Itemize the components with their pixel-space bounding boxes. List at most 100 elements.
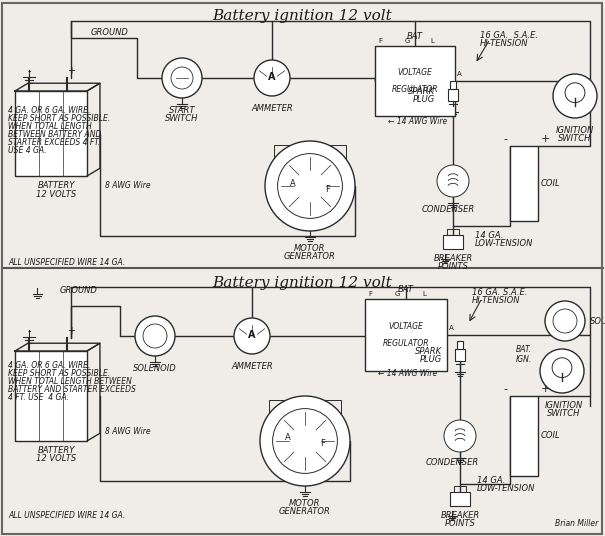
Circle shape	[552, 358, 572, 377]
Text: Battery ignition 12 volt: Battery ignition 12 volt	[212, 9, 392, 23]
Text: +: +	[67, 326, 75, 336]
Bar	[346, 181, 354, 191]
Text: A: A	[268, 72, 276, 82]
Text: A: A	[449, 325, 454, 331]
Text: POINTS: POINTS	[437, 262, 468, 271]
Text: REGULATOR: REGULATOR	[392, 85, 438, 94]
Bar	[365, 299, 447, 371]
Text: BATTERY: BATTERY	[38, 181, 74, 190]
Text: -: -	[28, 326, 31, 336]
Circle shape	[162, 58, 202, 98]
Text: BAT: BAT	[407, 32, 423, 41]
Text: ← 14 AWG Wire: ← 14 AWG Wire	[378, 369, 437, 378]
Bar	[443, 235, 463, 249]
Circle shape	[553, 74, 597, 118]
Text: -: -	[503, 134, 507, 144]
Bar	[455, 349, 465, 361]
Bar	[264, 436, 272, 446]
Bar	[15, 351, 87, 441]
Text: BETWEEN BATTERY AND: BETWEEN BATTERY AND	[8, 130, 102, 139]
Circle shape	[254, 60, 290, 96]
Text: START: START	[169, 106, 195, 115]
Circle shape	[171, 67, 193, 89]
Text: AMMETER: AMMETER	[231, 362, 273, 371]
Text: BATTERY AND STARTER EXCEEDS: BATTERY AND STARTER EXCEEDS	[8, 385, 136, 394]
Bar	[341, 436, 349, 446]
Text: A: A	[290, 178, 296, 188]
Text: ALL UNSPECIFIED WIRE 14 GA.: ALL UNSPECIFIED WIRE 14 GA.	[8, 511, 125, 520]
Text: SOLENOID: SOLENOID	[590, 316, 605, 325]
Text: G: G	[404, 38, 410, 44]
Text: ALL UNSPECIFIED WIRE 14 GA.: ALL UNSPECIFIED WIRE 14 GA.	[8, 258, 125, 267]
Text: L: L	[431, 38, 434, 44]
Text: WHEN TOTAL LENGTH BETWEEN: WHEN TOTAL LENGTH BETWEEN	[8, 377, 132, 386]
Text: BAT.: BAT.	[516, 345, 532, 354]
Text: SWITCH: SWITCH	[165, 114, 198, 123]
Circle shape	[234, 318, 270, 354]
Text: L: L	[422, 291, 426, 297]
Text: IGNITION: IGNITION	[556, 126, 594, 135]
Text: BATTERY: BATTERY	[38, 446, 74, 455]
Circle shape	[260, 396, 350, 486]
Text: GENERATOR: GENERATOR	[279, 507, 331, 516]
Text: AMMETER: AMMETER	[251, 104, 293, 113]
Text: 14 GA.: 14 GA.	[477, 476, 505, 485]
Bar	[269, 181, 277, 191]
Text: HI-TENSION: HI-TENSION	[480, 39, 529, 48]
Text: LOW-TENSION: LOW-TENSION	[477, 484, 535, 493]
Text: 16 GA. S.A.E.: 16 GA. S.A.E.	[472, 288, 528, 297]
Text: 4 FT. USE  4 GA.: 4 FT. USE 4 GA.	[8, 393, 69, 402]
Bar	[15, 91, 87, 176]
Text: SWITCH: SWITCH	[558, 134, 592, 143]
Circle shape	[553, 309, 577, 333]
Text: 4 GA. OR 6 GA. WIRE.: 4 GA. OR 6 GA. WIRE.	[8, 106, 90, 115]
Text: SPARK: SPARK	[415, 346, 442, 355]
Text: MOTOR: MOTOR	[289, 499, 321, 508]
Circle shape	[278, 154, 342, 218]
Text: F: F	[368, 291, 372, 297]
Text: BAT: BAT	[398, 285, 414, 294]
Text: ← 14 AWG Wire: ← 14 AWG Wire	[388, 116, 447, 125]
Circle shape	[143, 324, 167, 348]
Text: Brian Miller: Brian Miller	[555, 519, 598, 528]
Bar	[510, 396, 538, 476]
Bar	[510, 146, 538, 221]
Text: SPARK: SPARK	[408, 86, 435, 95]
Text: GROUND: GROUND	[91, 28, 129, 37]
Circle shape	[540, 349, 584, 393]
Text: G: G	[395, 291, 401, 297]
Text: GROUND: GROUND	[59, 286, 97, 295]
Text: 8 AWG Wire: 8 AWG Wire	[105, 182, 151, 190]
Text: +: +	[541, 134, 551, 144]
Text: BREAKER: BREAKER	[433, 254, 473, 263]
Circle shape	[265, 141, 355, 231]
Text: USE 4 GA.: USE 4 GA.	[8, 146, 47, 155]
Text: CONDENSER: CONDENSER	[425, 458, 479, 467]
Text: -: -	[503, 384, 507, 394]
Text: 8 AWG Wire: 8 AWG Wire	[105, 427, 151, 435]
Text: KEEP SHORT AS POSSIBLE.: KEEP SHORT AS POSSIBLE.	[8, 114, 110, 123]
Circle shape	[444, 420, 476, 452]
Text: COIL: COIL	[541, 179, 561, 188]
Text: A: A	[285, 434, 291, 443]
Text: PLUG: PLUG	[413, 94, 435, 103]
Text: KEEP SHORT AS POSSIBLE.: KEEP SHORT AS POSSIBLE.	[8, 369, 110, 378]
Text: -: -	[28, 66, 31, 76]
Text: IGN.: IGN.	[515, 354, 532, 363]
Text: 12 VOLTS: 12 VOLTS	[36, 454, 76, 463]
Text: CONDENSER: CONDENSER	[421, 205, 475, 214]
Text: SWITCH: SWITCH	[548, 409, 581, 418]
Bar	[448, 89, 458, 101]
Text: 14 GA.: 14 GA.	[475, 231, 503, 240]
Circle shape	[273, 408, 338, 473]
Text: F: F	[378, 38, 382, 44]
Bar	[457, 341, 463, 349]
Text: COIL: COIL	[541, 431, 561, 441]
Text: PLUG: PLUG	[420, 354, 442, 363]
Text: F: F	[319, 440, 324, 449]
Text: IGNITION: IGNITION	[545, 401, 583, 410]
Circle shape	[437, 165, 469, 197]
Bar	[269, 400, 341, 459]
Text: +: +	[67, 66, 75, 76]
Text: A: A	[248, 330, 256, 340]
